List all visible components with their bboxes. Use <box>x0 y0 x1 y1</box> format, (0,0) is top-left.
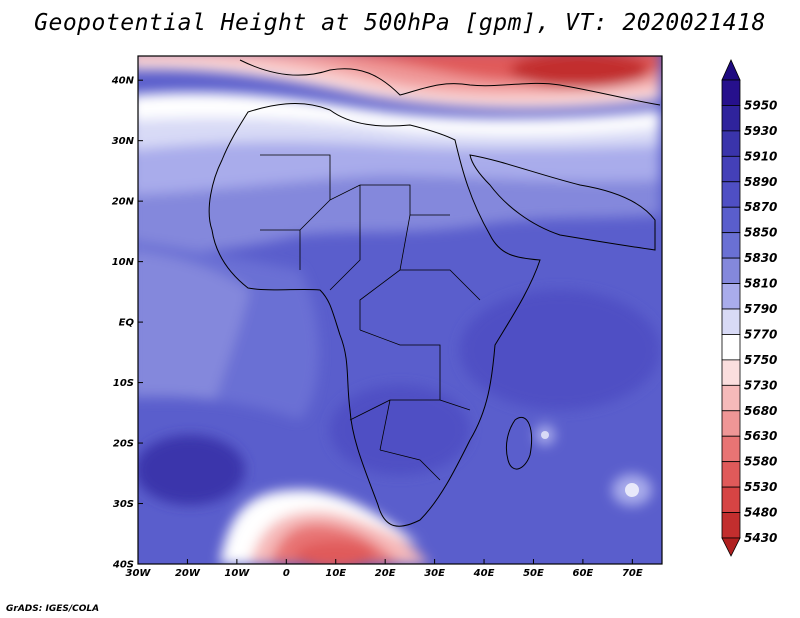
lon-tick-label: 20W <box>175 568 201 579</box>
colorbar-swatch <box>721 206 741 234</box>
lon-tick-label: 40E <box>473 568 495 579</box>
lon-tick-label: 10E <box>325 568 346 579</box>
lat-tick-label: 30N <box>112 136 135 147</box>
colorbar-bottom-arrow <box>721 537 741 557</box>
band-blue1-west <box>138 251 250 400</box>
lon-tick-label: 10W <box>224 568 250 579</box>
latitude-axis: 40N 30N 20N 10N EQ 10S 20S 30S 40S <box>111 76 143 571</box>
colorbar-level-label: 5950 <box>744 98 777 112</box>
lat-tick-label: 40S <box>112 560 134 571</box>
colorbar-level-label: 5850 <box>744 226 777 240</box>
credit-label: GrADS: IGES/COLA <box>6 604 100 614</box>
lat-tick-label: 10N <box>112 257 135 268</box>
lat-tick-label: 40N <box>111 76 135 87</box>
lon-tick-label: 0 <box>283 568 290 579</box>
trough-south-white <box>220 489 420 564</box>
lat-tick-label: 20N <box>112 197 135 208</box>
lat-tick-label: 10S <box>113 378 134 389</box>
colorbar-swatch <box>721 283 741 310</box>
spot-madagascar-white <box>541 431 549 439</box>
colorbar-level-label: 5830 <box>744 251 777 265</box>
colorbar-level-label: 5930 <box>744 124 777 138</box>
lat-tick-label: EQ <box>119 318 135 329</box>
colorbar-level-label: 5870 <box>744 200 777 214</box>
lon-tick-label: 20E <box>375 568 396 579</box>
colorbar-swatch <box>721 359 741 386</box>
colorbar-level-label: 5480 <box>744 506 777 520</box>
band-white-north <box>138 92 660 136</box>
colorbar: 5950 5930 5910 5890 5870 5850 5830 5810 5790 5770… <box>721 59 777 557</box>
page-title: Geopotential Height at 500hPa [gpm], VT:… <box>34 10 766 36</box>
europe-coastline <box>239 59 661 106</box>
colorbar-swatch <box>721 410 741 437</box>
high-core-east <box>460 290 660 410</box>
map-frame <box>137 55 663 565</box>
spot-east-white <box>625 483 639 497</box>
lat-tick-label: 30S <box>113 499 134 510</box>
lon-tick-label: 50E <box>523 568 544 579</box>
high-core-center <box>330 385 470 475</box>
colorbar-level-label: 5680 <box>744 404 777 418</box>
colorbar-swatch <box>721 257 741 284</box>
lon-tick-label: 70E <box>622 568 643 579</box>
colorbar-swatch <box>721 486 741 513</box>
colorbar-swatch <box>721 384 741 412</box>
lon-tick-label: 30W <box>126 568 152 579</box>
colorbar-top-arrow <box>721 59 741 81</box>
colorbar-swatch <box>721 130 741 157</box>
africa-borders <box>260 154 481 481</box>
colorbar-level-label: 5790 <box>744 302 777 316</box>
colorbar-level-label: 5890 <box>744 175 777 189</box>
madagascar-coastline <box>505 417 533 470</box>
colorbar-swatch <box>721 461 741 488</box>
colorbar-swatch <box>721 232 741 259</box>
colorbar-level-label: 5910 <box>744 149 777 163</box>
colorbar-swatch <box>721 105 741 132</box>
colorbar-swatch <box>721 155 741 183</box>
geopotential-field <box>138 56 662 564</box>
colorbar-swatch <box>721 79 741 106</box>
colorbar-swatch <box>721 308 741 335</box>
colorbar-swatch <box>721 512 741 539</box>
colorbar-swatch <box>721 334 741 361</box>
high-core-sw <box>138 435 245 505</box>
colorbar-level-label: 5730 <box>744 378 777 392</box>
colorbar-level-label: 5770 <box>744 327 777 341</box>
lon-tick-label: 30E <box>424 568 445 579</box>
colorbar-level-label: 5810 <box>744 277 777 291</box>
colorbar-level-label: 5430 <box>744 531 777 545</box>
lat-tick-label: 20S <box>113 439 134 450</box>
colorbar-level-label: 5580 <box>744 455 777 469</box>
arabia-coastline <box>469 154 656 251</box>
colorbar-swatch <box>721 181 741 208</box>
high-core-north <box>510 56 650 88</box>
colorbar-swatch <box>721 435 741 463</box>
lon-tick-label: 60E <box>573 568 594 579</box>
colorbar-level-label: 5530 <box>744 480 777 494</box>
trough-south-core <box>295 541 375 564</box>
coastlines <box>208 59 661 527</box>
africa-coastline <box>208 103 541 527</box>
longitude-axis: 30W 20W 10W 0 10E 20E 30E 40E 50E 60E 70E <box>126 559 643 579</box>
colorbar-level-label: 5750 <box>744 353 777 367</box>
colorbar-level-label: 5630 <box>744 429 777 443</box>
